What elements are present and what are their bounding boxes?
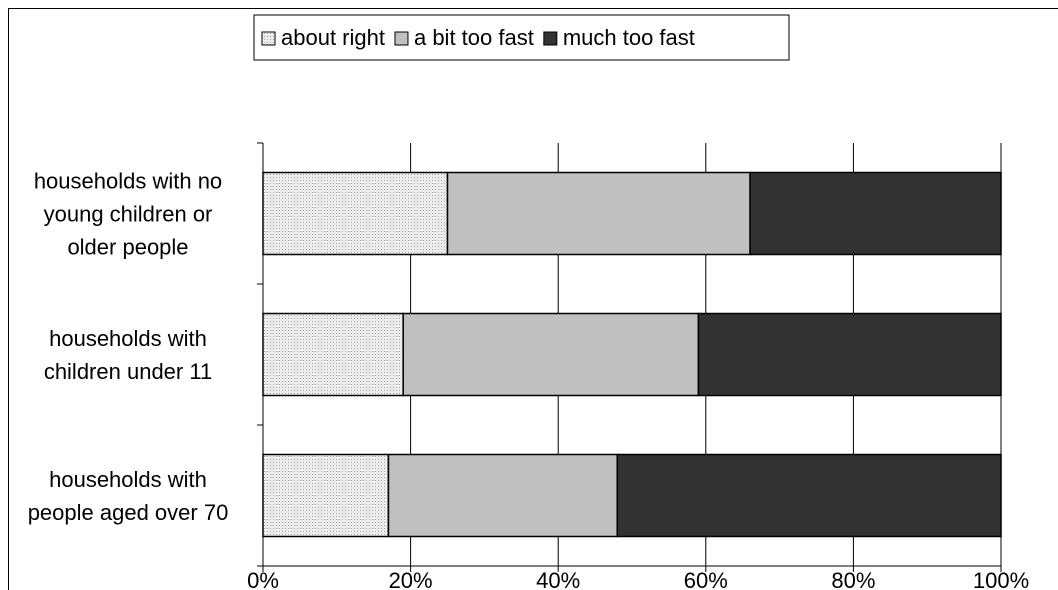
legend: about right a bit too fast much too fast — [253, 14, 790, 61]
bar-a-bit-too-fast-2 — [387, 453, 618, 538]
axes — [257, 142, 1002, 572]
category-label-line: young children or — [44, 202, 213, 227]
bars — [262, 171, 1002, 538]
legend-box — [253, 14, 790, 61]
legend-label: much too fast — [563, 25, 695, 50]
x-tick-label: 60% — [684, 568, 728, 590]
bar-about-right-2 — [262, 453, 390, 538]
category-label-line: households with — [49, 467, 207, 492]
legend-swatch — [261, 31, 276, 46]
category-label-line: households with no — [34, 169, 222, 194]
legend-swatch — [543, 31, 558, 46]
category-label: households with no young children or older… — [34, 169, 222, 260]
bar-about-right-1 — [262, 312, 404, 397]
bar-a-bit-too-fast-0 — [446, 171, 751, 256]
legend-label: about right — [281, 25, 385, 50]
x-tick-label: 40% — [536, 568, 580, 590]
bar-a-bit-too-fast-1 — [402, 312, 700, 397]
category-label: households with people aged over 70 — [28, 467, 229, 525]
x-tick-label: 20% — [389, 568, 433, 590]
category-label-line: households with — [49, 326, 207, 351]
bar-much-too-fast-2 — [616, 453, 1002, 538]
category-label-line: people aged over 70 — [28, 500, 229, 525]
category-labels: households with no young children or older… — [28, 169, 229, 526]
x-tick-labels: 0% 20% 40% 60% 80% 100% — [247, 568, 1029, 590]
legend-label: a bit too fast — [414, 25, 534, 50]
chart-frame — [8, 8, 1058, 590]
x-tick-label: 80% — [831, 568, 875, 590]
x-tick-label: 0% — [247, 568, 279, 590]
category-label-line: older people — [67, 235, 188, 260]
bar-about-right-0 — [262, 171, 449, 256]
x-tick-label: 100% — [973, 568, 1029, 590]
category-label: households with children under 11 — [44, 326, 212, 384]
bar-much-too-fast-0 — [749, 171, 1002, 256]
category-label-line: children under 11 — [44, 359, 212, 384]
bar-much-too-fast-1 — [697, 312, 1002, 397]
legend-swatch — [394, 31, 409, 46]
